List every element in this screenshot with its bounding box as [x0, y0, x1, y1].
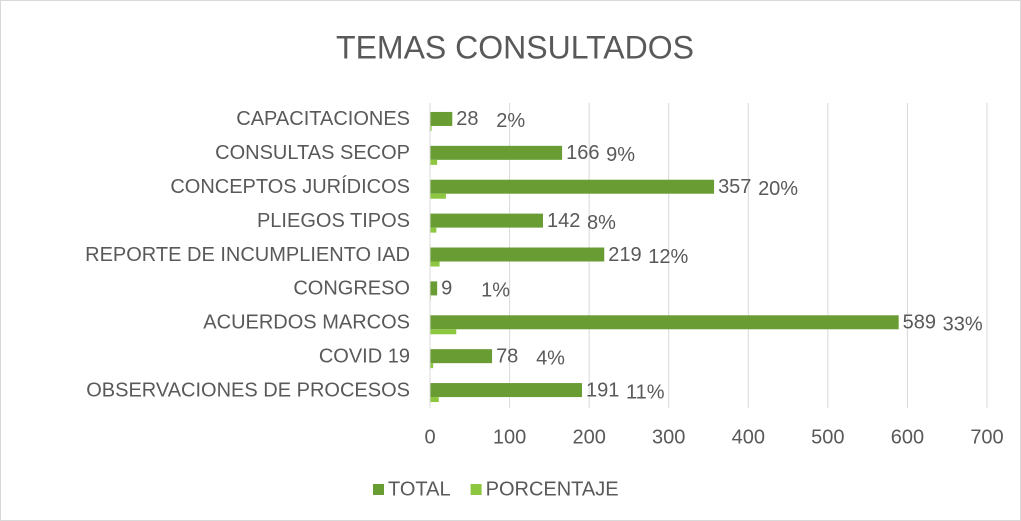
bar	[430, 159, 438, 165]
data-label: 9%	[606, 144, 635, 166]
x-tick-label: 400	[732, 426, 765, 448]
data-label: 33%	[943, 314, 983, 336]
bar	[430, 315, 899, 330]
data-label: 11%	[626, 381, 665, 403]
y-tick-label: REPORTE DE INCUMPLIENTO IAD	[85, 244, 410, 266]
bar	[430, 261, 440, 267]
bar	[430, 383, 582, 398]
y-tick-label: CAPACITACIONES	[236, 108, 410, 130]
x-tick-label: 0	[424, 426, 435, 448]
x-tick-label: 100	[493, 426, 526, 448]
bar	[430, 281, 438, 296]
y-tick-label: CONSULTAS SECOP	[215, 142, 410, 164]
data-label: 78	[496, 345, 518, 367]
data-label: 166	[566, 142, 599, 164]
x-tick-label: 700	[970, 426, 1003, 448]
data-label: 9	[441, 278, 452, 300]
bar	[430, 145, 563, 160]
y-tick-label: CONGRESO	[293, 278, 410, 300]
bar	[430, 349, 493, 364]
bar	[430, 397, 439, 403]
legend-swatch	[373, 484, 384, 495]
data-label: 357	[718, 176, 751, 198]
data-label: 12%	[648, 246, 688, 268]
data-label: 191	[586, 379, 619, 401]
x-tick-label: 300	[652, 426, 685, 448]
legend-swatch	[470, 484, 482, 495]
data-label: 8%	[587, 212, 616, 234]
x-tick-label: 500	[811, 426, 844, 448]
bar	[430, 193, 446, 199]
data-label: 2%	[496, 110, 525, 132]
bar	[430, 329, 457, 335]
bar	[430, 247, 605, 262]
data-label: 589	[903, 312, 936, 334]
y-tick-label: PLIEGOS TIPOS	[257, 210, 410, 232]
data-label: 1%	[481, 280, 510, 302]
bar	[430, 125, 432, 131]
y-tick-label: COVID 19	[319, 345, 410, 367]
bar	[430, 227, 437, 233]
bar	[430, 213, 543, 228]
data-label: 4%	[536, 347, 565, 369]
data-label: 142	[547, 210, 580, 232]
bar	[430, 111, 453, 126]
data-label: 219	[608, 244, 641, 266]
legend-label: TOTAL	[388, 478, 451, 500]
x-tick-label: 200	[572, 426, 605, 448]
y-tick-label: OBSERVACIONES DE PROCESOS	[86, 379, 410, 401]
y-tick-label: CONCEPTOS JURÍDICOS	[170, 175, 410, 198]
chart-title: TEMAS CONSULTADOS	[336, 29, 694, 65]
x-tick-label: 600	[891, 426, 924, 448]
bar	[430, 179, 715, 194]
data-label: 20%	[758, 178, 798, 200]
data-label: 28	[456, 108, 478, 130]
legend-label: PORCENTAJE	[486, 478, 619, 500]
y-tick-label: ACUERDOS MARCOS	[203, 312, 410, 334]
bar	[430, 363, 434, 369]
